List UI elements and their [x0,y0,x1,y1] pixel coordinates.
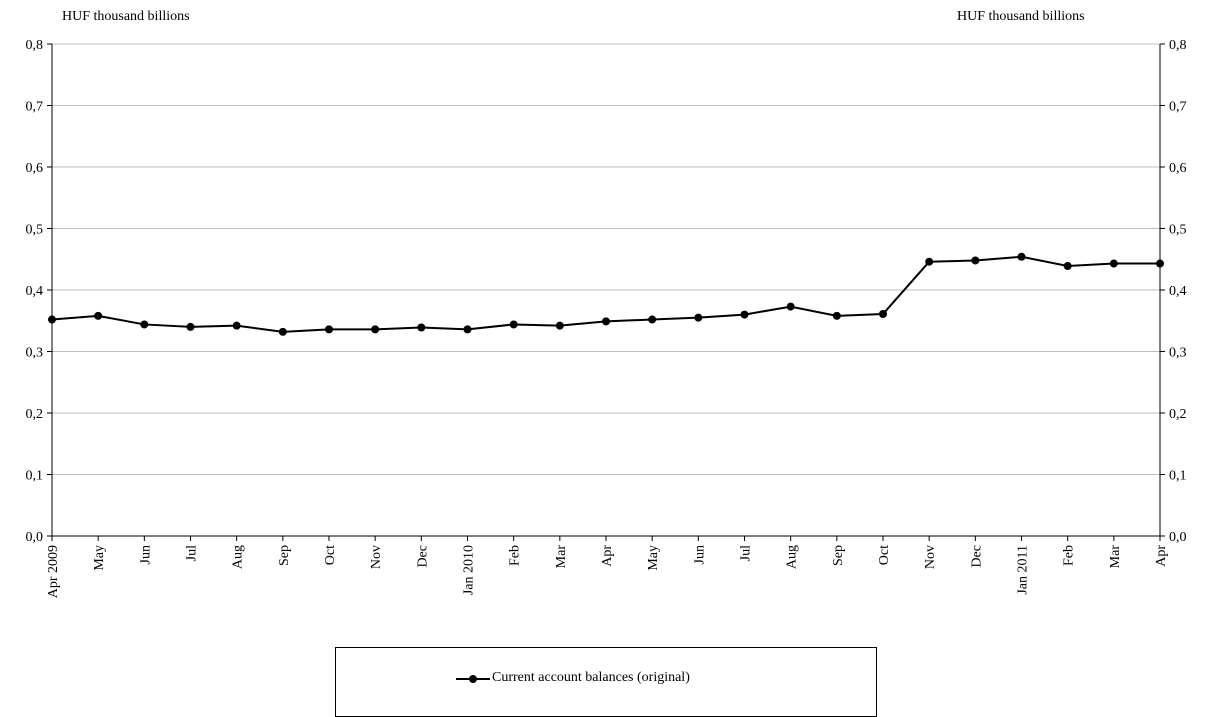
x-tick-label: Jan 2011 [1016,545,1031,595]
y-tick-label-right: 0,5 [1169,223,1187,238]
x-tick-label: Apr [600,545,615,567]
data-point [694,313,703,322]
y-tick-label-left: 0,0 [26,530,44,545]
data-point [1063,262,1072,271]
data-point [925,257,934,266]
y-tick-label-right: 0,4 [1169,284,1187,299]
x-tick-label: Jul [185,545,200,561]
y-tick-label-left: 0,6 [26,161,44,176]
data-point [1156,259,1164,268]
x-tick-label: Dec [969,545,984,568]
data-point [971,256,980,265]
x-tick-label: Oct [877,545,892,565]
y-tick-label-right: 0,8 [1169,38,1187,53]
x-tick-label: Nov [923,545,938,569]
y-tick-label-left: 0,7 [26,100,44,115]
axes [47,43,1165,541]
x-tick-label: Aug [231,545,246,569]
legend: Current account balances (original) [335,647,877,717]
x-tick-label: Jun [138,545,153,564]
y-tick-label-right: 0,6 [1169,161,1187,176]
y-axis-right-unit-label: HUF thousand billions [957,9,1085,24]
x-tick-label: Jul [739,545,754,561]
data-point [186,322,195,331]
data-point [786,302,795,311]
data-point [463,325,472,334]
y-tick-label-left: 0,5 [26,223,44,238]
x-tick-label: Oct [323,545,338,565]
series-current-account-balances [48,252,1164,336]
x-tick-label: Mar [554,545,569,569]
y-tick-label-right: 0,3 [1169,346,1187,361]
data-point [325,325,333,334]
y-axis-left-unit-label: HUF thousand billions [62,9,190,24]
data-point [94,311,103,320]
x-tick-label: Dec [415,545,430,568]
x-tick-label: Apr 2009 [46,545,61,598]
x-tick-label: Feb [508,545,523,566]
x-tick-label: Sep [831,545,846,566]
x-tick-label: Jun [692,545,707,564]
y-tick-label-left: 0,8 [26,38,44,53]
data-point [371,325,380,334]
data-point [832,311,841,320]
y-tick-label-right: 0,7 [1169,100,1187,115]
data-point [509,320,518,329]
y-tick-label-right: 0,2 [1169,407,1187,422]
data-point [1017,252,1026,261]
data-point [602,317,610,326]
legend-marker-icon [456,675,490,683]
x-tick-label: Feb [1062,545,1077,566]
x-tick-label: May [646,545,661,571]
data-point [740,310,749,319]
data-point [417,323,426,332]
y-tick-label-left: 0,2 [26,407,44,422]
legend-entry-label: Current account balances (original) [492,670,690,685]
data-point [48,315,56,324]
x-tick-label: May [92,545,107,571]
x-tick-label: Nov [369,545,384,569]
y-axis-right-ticks: 0,0 0,1 0,2 0,3 0,4 0,5 0,6 0,7 0,8 [1169,38,1187,545]
y-tick-label-left: 0,3 [26,346,44,361]
x-axis-ticks: Apr 2009 May Jun Jul Aug Sep Oct Nov Dec Jan 2010… [46,545,1169,599]
y-tick-label-right: 0,1 [1169,469,1187,484]
y-tick-label-left: 0,1 [26,469,44,484]
x-tick-label: Mar [1108,545,1123,569]
data-point [278,327,287,336]
data-point [1109,259,1118,268]
gridlines [52,43,1160,475]
data-point [232,321,241,330]
y-tick-label-left: 0,4 [26,284,44,299]
data-point [879,309,887,318]
data-point [555,321,564,330]
x-tick-label: Jan 2010 [462,545,477,595]
x-tick-label: Sep [277,545,292,566]
x-tick-label: Aug [785,545,800,569]
y-tick-label-right: 0,0 [1169,530,1187,545]
x-tick-label: Apr [1154,545,1169,567]
data-point [648,315,657,324]
y-axis-left-ticks: 0,0 0,1 0,2 0,3 0,4 0,5 0,6 0,7 0,8 [26,38,44,545]
data-point [140,320,149,329]
